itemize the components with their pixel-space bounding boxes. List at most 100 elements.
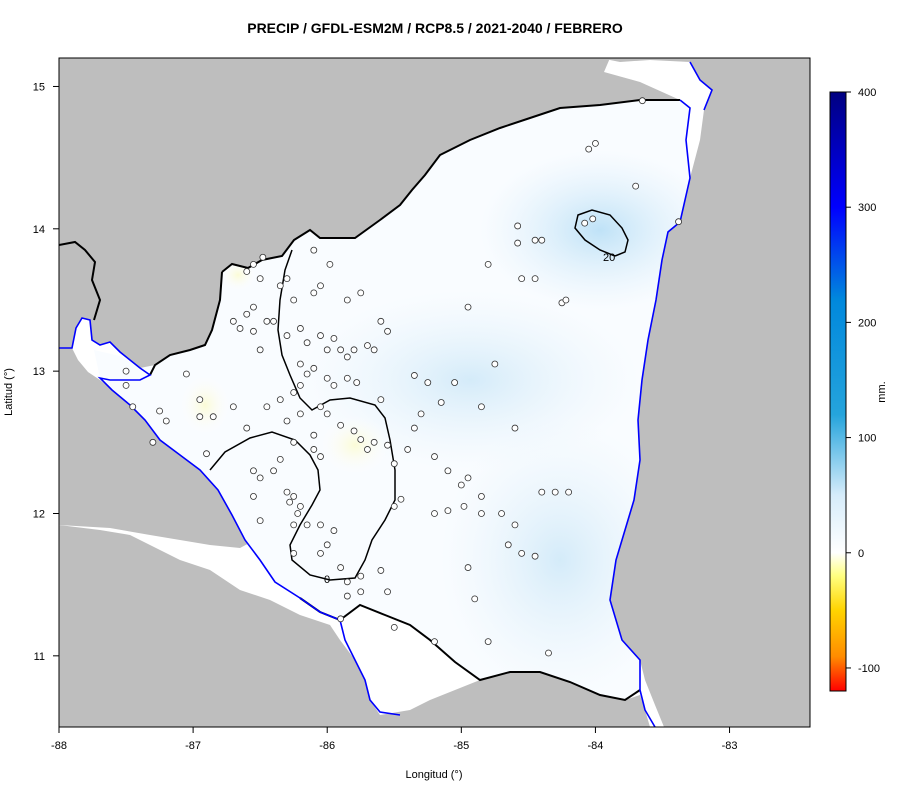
station-point bbox=[350, 427, 358, 435]
station-point bbox=[337, 346, 345, 354]
station-point bbox=[303, 521, 311, 529]
station-point bbox=[296, 381, 304, 389]
station-point bbox=[511, 424, 519, 432]
station-point bbox=[343, 592, 351, 600]
station-point bbox=[638, 97, 646, 105]
station-point bbox=[518, 275, 526, 283]
station-point bbox=[504, 541, 512, 549]
station-point bbox=[675, 218, 682, 226]
station-point bbox=[491, 360, 499, 368]
station-point bbox=[514, 222, 522, 230]
station-point bbox=[229, 403, 237, 411]
station-point bbox=[562, 296, 570, 304]
station-point bbox=[478, 403, 485, 411]
station-point bbox=[296, 325, 304, 332]
colorbar-ticks: -100 0 100 200 300 400 bbox=[846, 87, 880, 675]
station-point bbox=[538, 236, 546, 244]
station-point bbox=[323, 346, 331, 354]
station-point bbox=[303, 339, 311, 347]
station-point bbox=[431, 638, 438, 645]
station-point bbox=[464, 474, 472, 482]
station-point bbox=[243, 424, 251, 432]
colorbar-unit-label: mm. bbox=[876, 381, 888, 402]
station-point bbox=[384, 327, 391, 335]
station-point bbox=[397, 495, 405, 503]
station-point bbox=[364, 446, 371, 453]
dry-zone-south bbox=[320, 415, 390, 475]
station-point bbox=[357, 289, 365, 297]
station-point bbox=[589, 215, 597, 223]
station-point bbox=[259, 253, 267, 261]
station-point bbox=[357, 572, 365, 580]
station-point bbox=[317, 521, 324, 529]
station-point bbox=[357, 588, 365, 596]
station-point bbox=[317, 403, 324, 411]
station-point bbox=[337, 615, 345, 623]
x-tick-label: -87 bbox=[185, 740, 201, 752]
station-point bbox=[431, 510, 438, 517]
station-point bbox=[323, 541, 331, 549]
station-point bbox=[337, 564, 345, 571]
station-point bbox=[290, 296, 298, 304]
station-point bbox=[236, 325, 244, 332]
contour-line-20-east bbox=[574, 209, 629, 257]
dry-zone-west bbox=[180, 375, 230, 435]
station-point bbox=[250, 327, 257, 335]
station-point bbox=[256, 517, 264, 525]
station-point bbox=[303, 370, 311, 378]
station-point bbox=[296, 360, 304, 368]
station-point bbox=[410, 372, 418, 379]
station-point bbox=[296, 410, 304, 418]
station-point bbox=[310, 364, 318, 372]
colorbar-tick-label: 100 bbox=[858, 433, 876, 445]
station-point bbox=[350, 346, 358, 354]
colorbar-tick-label: 0 bbox=[858, 548, 864, 560]
country-border bbox=[59, 99, 680, 702]
station-point bbox=[404, 446, 412, 453]
station-point bbox=[377, 396, 385, 404]
station-point bbox=[256, 346, 264, 354]
y-tick-label: 13 bbox=[33, 366, 45, 378]
station-point bbox=[337, 421, 345, 429]
station-point bbox=[471, 595, 479, 603]
station-point bbox=[377, 567, 385, 574]
station-point bbox=[464, 303, 472, 311]
station-point bbox=[294, 510, 302, 517]
station-point bbox=[592, 140, 599, 147]
station-point bbox=[283, 332, 291, 339]
station-point bbox=[343, 374, 351, 382]
station-point bbox=[250, 467, 257, 475]
station-point bbox=[343, 296, 351, 304]
x-tick-label: -88 bbox=[51, 740, 67, 752]
station-point bbox=[183, 370, 190, 378]
plot-frame bbox=[58, 57, 811, 728]
station-point bbox=[276, 396, 284, 404]
station-point bbox=[330, 335, 338, 342]
station-point bbox=[296, 502, 304, 510]
station-point bbox=[478, 493, 485, 500]
y-tick-label: 12 bbox=[33, 508, 45, 520]
station-point bbox=[390, 460, 398, 468]
x-axis-label: Longitud (°) bbox=[406, 769, 463, 781]
station-point bbox=[370, 346, 378, 354]
station-point bbox=[270, 467, 277, 475]
x-tick-label: -84 bbox=[587, 740, 603, 752]
station-point bbox=[538, 488, 546, 496]
station-point bbox=[290, 389, 298, 396]
station-point bbox=[310, 289, 318, 297]
y-tick-label: 11 bbox=[34, 651, 45, 663]
colorbar-tick-label: 400 bbox=[858, 87, 876, 99]
neighbor-land-west bbox=[59, 58, 680, 375]
x-tick-label: -85 bbox=[453, 740, 469, 752]
station-point bbox=[317, 282, 324, 290]
contour-line-0-west bbox=[209, 249, 396, 581]
neighbor-land-north bbox=[59, 58, 810, 727]
y-tick-label: 15 bbox=[33, 81, 45, 93]
station-point bbox=[390, 623, 398, 631]
station-point bbox=[377, 317, 385, 325]
station-point bbox=[162, 417, 170, 425]
station-point bbox=[263, 403, 271, 411]
station-point bbox=[290, 521, 298, 529]
contour-label-0: 0 bbox=[324, 574, 330, 586]
station-point bbox=[514, 239, 522, 247]
